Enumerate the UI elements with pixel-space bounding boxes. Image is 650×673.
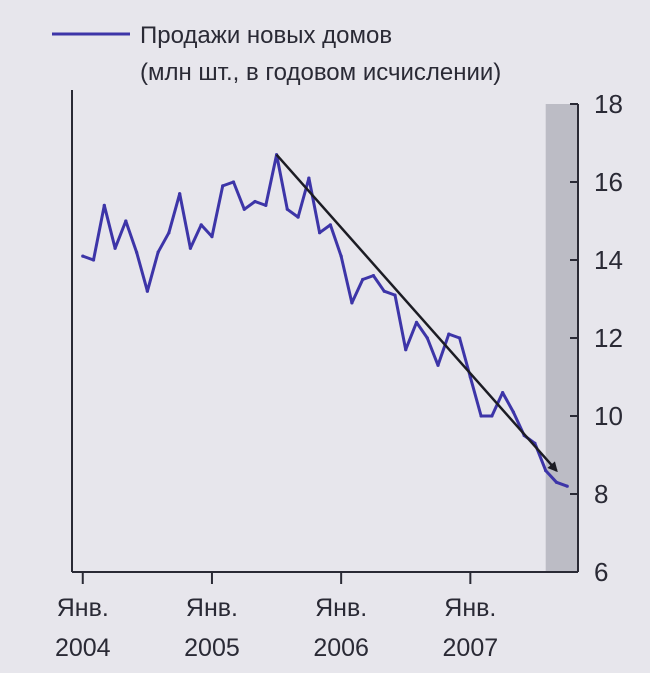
data-point <box>318 231 322 235</box>
y-tick-label: 10 <box>594 401 623 431</box>
x-axis-ticks <box>81 572 472 584</box>
x-tick-label-year: 2005 <box>184 634 240 662</box>
y-tick-label: 16 <box>594 167 623 197</box>
x-tick-label-year: 2004 <box>55 634 111 662</box>
y-tick-label: 14 <box>594 245 623 275</box>
data-point <box>361 277 365 282</box>
series-line-new-home-sales <box>82 153 568 488</box>
data-point <box>156 250 160 254</box>
data-point <box>447 332 451 336</box>
data-point <box>81 254 85 258</box>
x-tick-label-month: Янв. <box>57 594 109 622</box>
data-point <box>307 176 311 180</box>
data-point <box>393 293 397 297</box>
data-point <box>113 246 117 250</box>
data-point <box>554 480 559 484</box>
data-point <box>414 320 419 324</box>
data-point <box>371 274 376 278</box>
data-point <box>199 223 203 227</box>
data-point <box>145 289 149 293</box>
data-point <box>339 254 343 258</box>
legend-title: Продажи новых домов <box>140 22 392 49</box>
plot-frame <box>71 90 579 573</box>
data-point <box>511 410 516 414</box>
data-point <box>479 414 483 418</box>
y-tick-label: 6 <box>594 557 608 587</box>
y-axis-ticks <box>570 103 578 573</box>
data-point <box>167 231 171 235</box>
data-point <box>264 203 268 207</box>
data-point <box>285 207 289 211</box>
data-point <box>231 180 236 184</box>
data-point <box>210 235 214 239</box>
x-tick-label-month: Янв. <box>186 594 238 622</box>
data-point <box>296 215 300 219</box>
data-point <box>457 336 462 340</box>
y-tick-label: 18 <box>594 89 623 119</box>
data-point <box>468 375 472 379</box>
data-point <box>178 192 182 196</box>
x-tick-label-month: Янв. <box>315 594 367 622</box>
y-tick-label: 8 <box>594 479 608 509</box>
data-points <box>81 153 569 488</box>
y-tick-label: 12 <box>594 323 623 353</box>
data-point <box>188 246 193 250</box>
data-point <box>436 363 440 367</box>
data-point <box>404 348 408 352</box>
data-point <box>544 469 548 473</box>
data-point <box>425 336 429 340</box>
data-point <box>134 250 139 254</box>
data-point <box>253 199 257 204</box>
legend-units: (млн шт., в годовом исчислении) <box>140 59 501 86</box>
legend: Продажи новых домов (млн шт., в годовом … <box>52 22 501 86</box>
y-axis-labels: 18 16 14 12 10 8 6 <box>594 89 623 587</box>
data-point <box>124 219 128 223</box>
data-point <box>490 414 494 418</box>
data-point <box>328 223 332 227</box>
x-tick-label-month: Янв. <box>444 594 496 622</box>
data-point <box>501 391 505 395</box>
x-tick-label-year: 2006 <box>313 634 369 662</box>
data-point <box>242 207 246 211</box>
data-point <box>350 301 354 305</box>
x-axis-labels: Янв. 2004 Янв. 2005 Янв. 2006 Янв. 2007 <box>55 594 498 662</box>
data-point <box>382 289 386 293</box>
data-point <box>91 258 96 262</box>
data-point <box>102 203 106 207</box>
trend-arrow <box>275 153 558 473</box>
x-tick-label-year: 2007 <box>443 634 499 662</box>
data-point <box>565 484 569 488</box>
data-point <box>221 184 225 188</box>
